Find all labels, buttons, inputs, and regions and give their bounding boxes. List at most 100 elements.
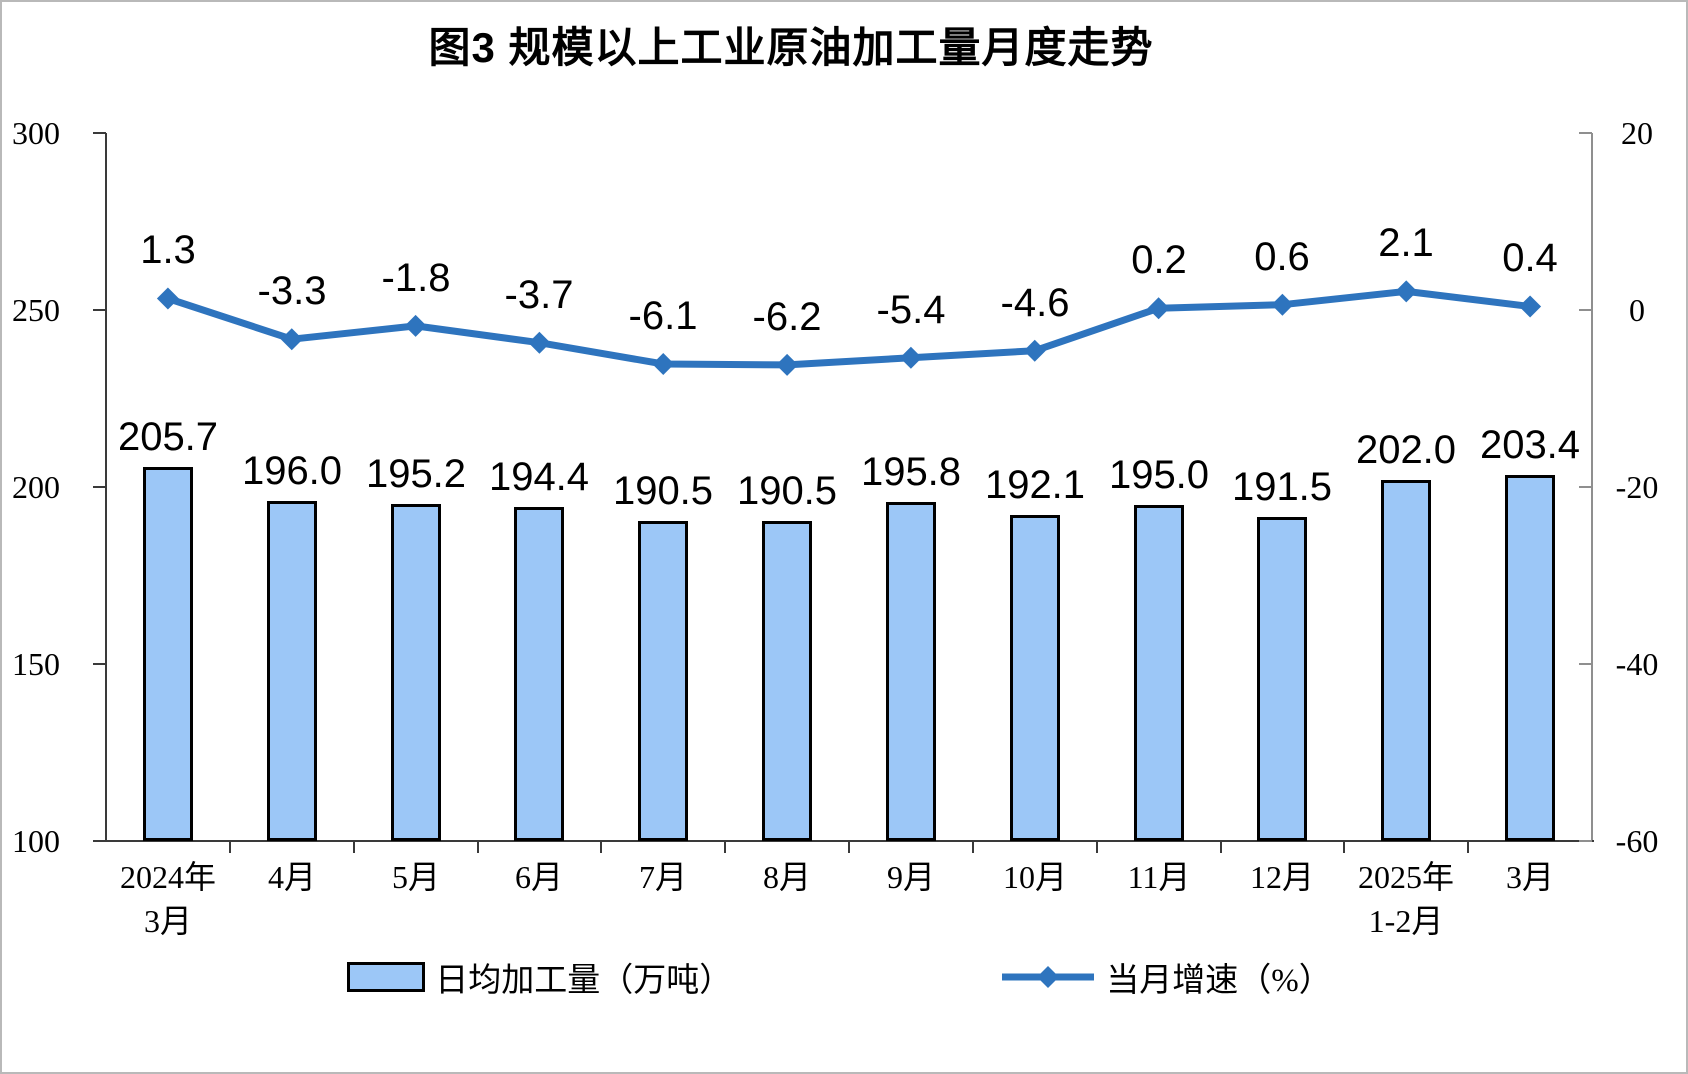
- x-axis-tick: [724, 841, 726, 853]
- line-marker-icon: [1023, 339, 1046, 362]
- line-value-label: -6.2: [752, 295, 822, 339]
- bar-value-label: 190.5: [736, 469, 838, 513]
- legend-item-line: 当月增速（%）: [1000, 953, 1332, 1001]
- x-axis-label: 5月: [391, 859, 440, 895]
- line-value-label: 0.2: [1131, 238, 1187, 282]
- y-axis-right-label: 0: [1629, 292, 1645, 328]
- legend-bar-swatch-icon: [347, 962, 426, 992]
- line-value-label: -3.3: [257, 269, 327, 313]
- y-axis-right-tick: [1579, 840, 1592, 842]
- bar: [1134, 505, 1184, 841]
- y-axis-left-tick: [93, 663, 106, 665]
- y-axis-left-tick: [93, 132, 106, 134]
- y-axis-right-tick: [1579, 309, 1592, 311]
- line-marker-icon: [1519, 295, 1542, 318]
- bar: [886, 502, 936, 841]
- line-value-label: -6.1: [628, 294, 698, 338]
- x-axis-label: 4月: [267, 859, 316, 895]
- line-marker-icon: [1147, 297, 1170, 320]
- line-value-label: -5.4: [876, 288, 946, 332]
- line-value-label: 1.3: [140, 228, 196, 272]
- bar: [267, 501, 317, 841]
- y-axis-left-line: [105, 133, 107, 841]
- line-marker-icon: [280, 328, 303, 351]
- y-axis-right-line: [1591, 133, 1593, 841]
- legend: 日均加工量（万吨） 当月增速（%）: [2, 947, 1677, 1007]
- y-axis-right-tick: [1579, 486, 1592, 488]
- y-axis-left-label: 100: [12, 823, 60, 859]
- x-axis-label: 12月: [1249, 859, 1314, 895]
- y-axis-left-label: 250: [12, 292, 60, 328]
- line-marker-icon: [1395, 280, 1418, 303]
- line-marker-icon: [899, 346, 922, 369]
- legend-line-label: 当月增速（%）: [1106, 963, 1332, 999]
- bar: [1505, 475, 1555, 841]
- x-axis-label: 11月: [1127, 859, 1191, 895]
- y-axis-left-tick: [93, 309, 106, 311]
- line-marker-icon: [776, 353, 799, 376]
- x-axis-label: 8月: [762, 859, 811, 895]
- y-axis-left-tick: [93, 486, 106, 488]
- x-axis-label: 9月: [886, 859, 935, 895]
- legend-item-bar: 日均加工量（万吨）: [347, 953, 732, 1001]
- x-axis-tick: [1343, 841, 1345, 853]
- x-axis-tick: [600, 841, 602, 853]
- x-axis-tick: [1096, 841, 1098, 853]
- y-axis-left-tick: [93, 840, 106, 842]
- x-axis-tick: [1467, 841, 1469, 853]
- y-axis-left-label: 300: [12, 115, 60, 151]
- y-axis-left-label: 200: [12, 469, 60, 505]
- y-axis-right-label: -60: [1615, 823, 1659, 859]
- line-marker-icon: [652, 352, 675, 375]
- bar-value-label: 195.8: [860, 450, 962, 494]
- y-axis-left-label: 150: [12, 646, 60, 682]
- x-axis-tick: [353, 841, 355, 853]
- y-axis-right-tick: [1579, 663, 1592, 665]
- x-axis-tick: [972, 841, 974, 853]
- line-marker-icon: [1271, 293, 1294, 316]
- line-value-label: 2.1: [1378, 221, 1434, 265]
- line-value-label: 0.6: [1254, 235, 1310, 279]
- bar: [762, 521, 812, 841]
- line-marker-icon: [156, 287, 179, 310]
- legend-bar-label: 日均加工量（万吨）: [435, 963, 733, 999]
- bar-value-label: 195.2: [365, 452, 467, 496]
- line-marker-icon: [528, 331, 551, 354]
- bar-value-label: 192.1: [984, 463, 1086, 507]
- y-axis-right-label: 20: [1621, 115, 1653, 151]
- bar-value-label: 190.5: [612, 469, 714, 513]
- line-value-label: -1.8: [381, 256, 451, 300]
- y-axis-right-tick: [1579, 132, 1592, 134]
- x-axis-tick: [229, 841, 231, 853]
- bar: [1381, 480, 1431, 841]
- bar-value-label: 196.0: [241, 449, 343, 493]
- line-marker-icon: [404, 314, 427, 337]
- line-value-label: 0.4: [1502, 236, 1558, 280]
- bar-value-label: 194.4: [488, 455, 590, 499]
- x-axis-label: 2024年 3月: [119, 859, 216, 939]
- bar: [391, 504, 441, 841]
- bar-value-label: 191.5: [1231, 465, 1333, 509]
- chart-title: 图3 规模以上工业原油加工量月度走势: [428, 24, 1154, 71]
- bar: [514, 507, 564, 841]
- bar: [1257, 517, 1307, 841]
- line-value-label: -3.7: [504, 273, 574, 317]
- x-axis-line: [106, 840, 1594, 842]
- x-axis-label: 2025年 1-2月: [1357, 859, 1454, 939]
- growth-line: [166, 287, 1531, 369]
- bar-value-label: 203.4: [1479, 423, 1581, 467]
- bar-value-label: 202.0: [1355, 428, 1457, 472]
- x-axis-tick: [1220, 841, 1222, 853]
- y-axis-right-label: -20: [1615, 469, 1659, 505]
- line-value-label: -4.6: [1000, 281, 1070, 325]
- x-axis-tick: [848, 841, 850, 853]
- bar: [143, 467, 193, 841]
- bar-value-label: 195.0: [1108, 453, 1210, 497]
- x-axis-label: 3月: [1505, 859, 1554, 895]
- bar: [1010, 515, 1060, 841]
- x-axis-label: 10月: [1002, 859, 1067, 895]
- y-axis-right-label: -40: [1615, 646, 1659, 682]
- x-axis-tick: [477, 841, 479, 853]
